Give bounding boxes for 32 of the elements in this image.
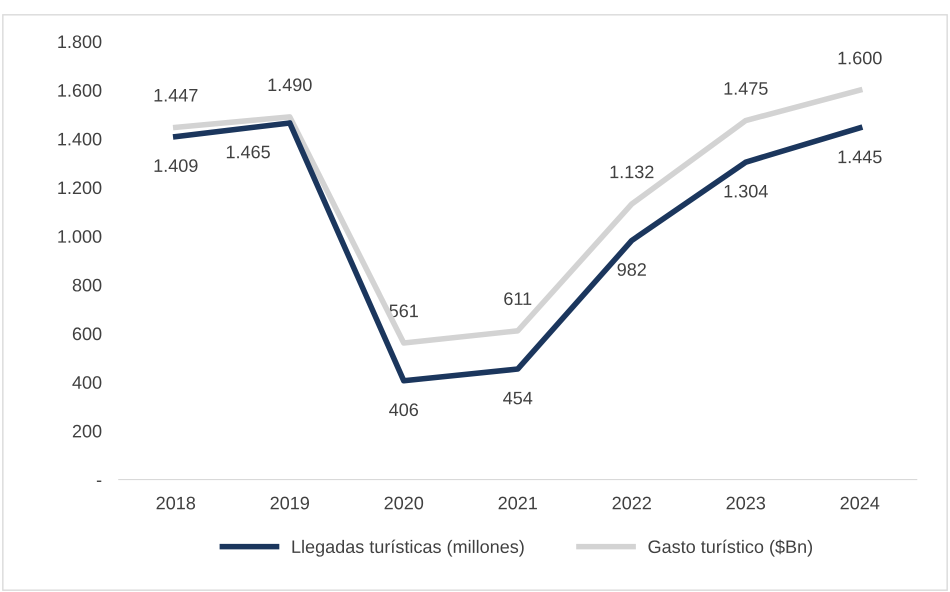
data-label: 1.600 (838, 52, 882, 64)
x-tick-label: 2020 (384, 496, 424, 510)
y-tick-label: 1.400 (58, 132, 102, 146)
data-label: 1.409 (154, 159, 198, 172)
x-tick-label: 2021 (498, 496, 537, 510)
data-label: 1.490 (268, 78, 312, 92)
legend-label: Llegadas turísticas (millones) (292, 540, 524, 557)
x-tick-label: 2024 (840, 496, 880, 510)
y-tick-label: 1.600 (58, 84, 102, 97)
data-label: 406 (389, 403, 418, 416)
y-tick-label: 200 (72, 424, 102, 438)
x-tick-label: 2019 (270, 496, 309, 510)
y-tick-label: 600 (72, 327, 102, 340)
data-label: 1.475 (724, 82, 768, 95)
x-tick-label: 2022 (612, 496, 651, 510)
legend-label: Gasto turístico ($Bn) (648, 540, 812, 557)
data-label: 454 (503, 392, 532, 404)
x-tick-label: 2023 (726, 496, 766, 510)
data-label: 1.445 (838, 150, 882, 164)
y-tick-label: 1.000 (58, 230, 102, 243)
data-label: 982 (618, 263, 646, 276)
y-tick-label: - (96, 480, 102, 482)
y-tick-label: 800 (72, 278, 102, 292)
y-tick-label: 1.200 (58, 181, 102, 194)
x-tick-label: 2018 (156, 496, 196, 510)
data-label: 1.132 (610, 166, 654, 178)
data-label: 1.465 (226, 146, 270, 158)
y-tick-label: 400 (72, 376, 102, 389)
y-tick-label: 1.800 (58, 35, 102, 48)
data-label: 611 (504, 292, 532, 306)
data-label: 1.447 (154, 89, 198, 102)
data-label: 1.304 (724, 184, 768, 198)
